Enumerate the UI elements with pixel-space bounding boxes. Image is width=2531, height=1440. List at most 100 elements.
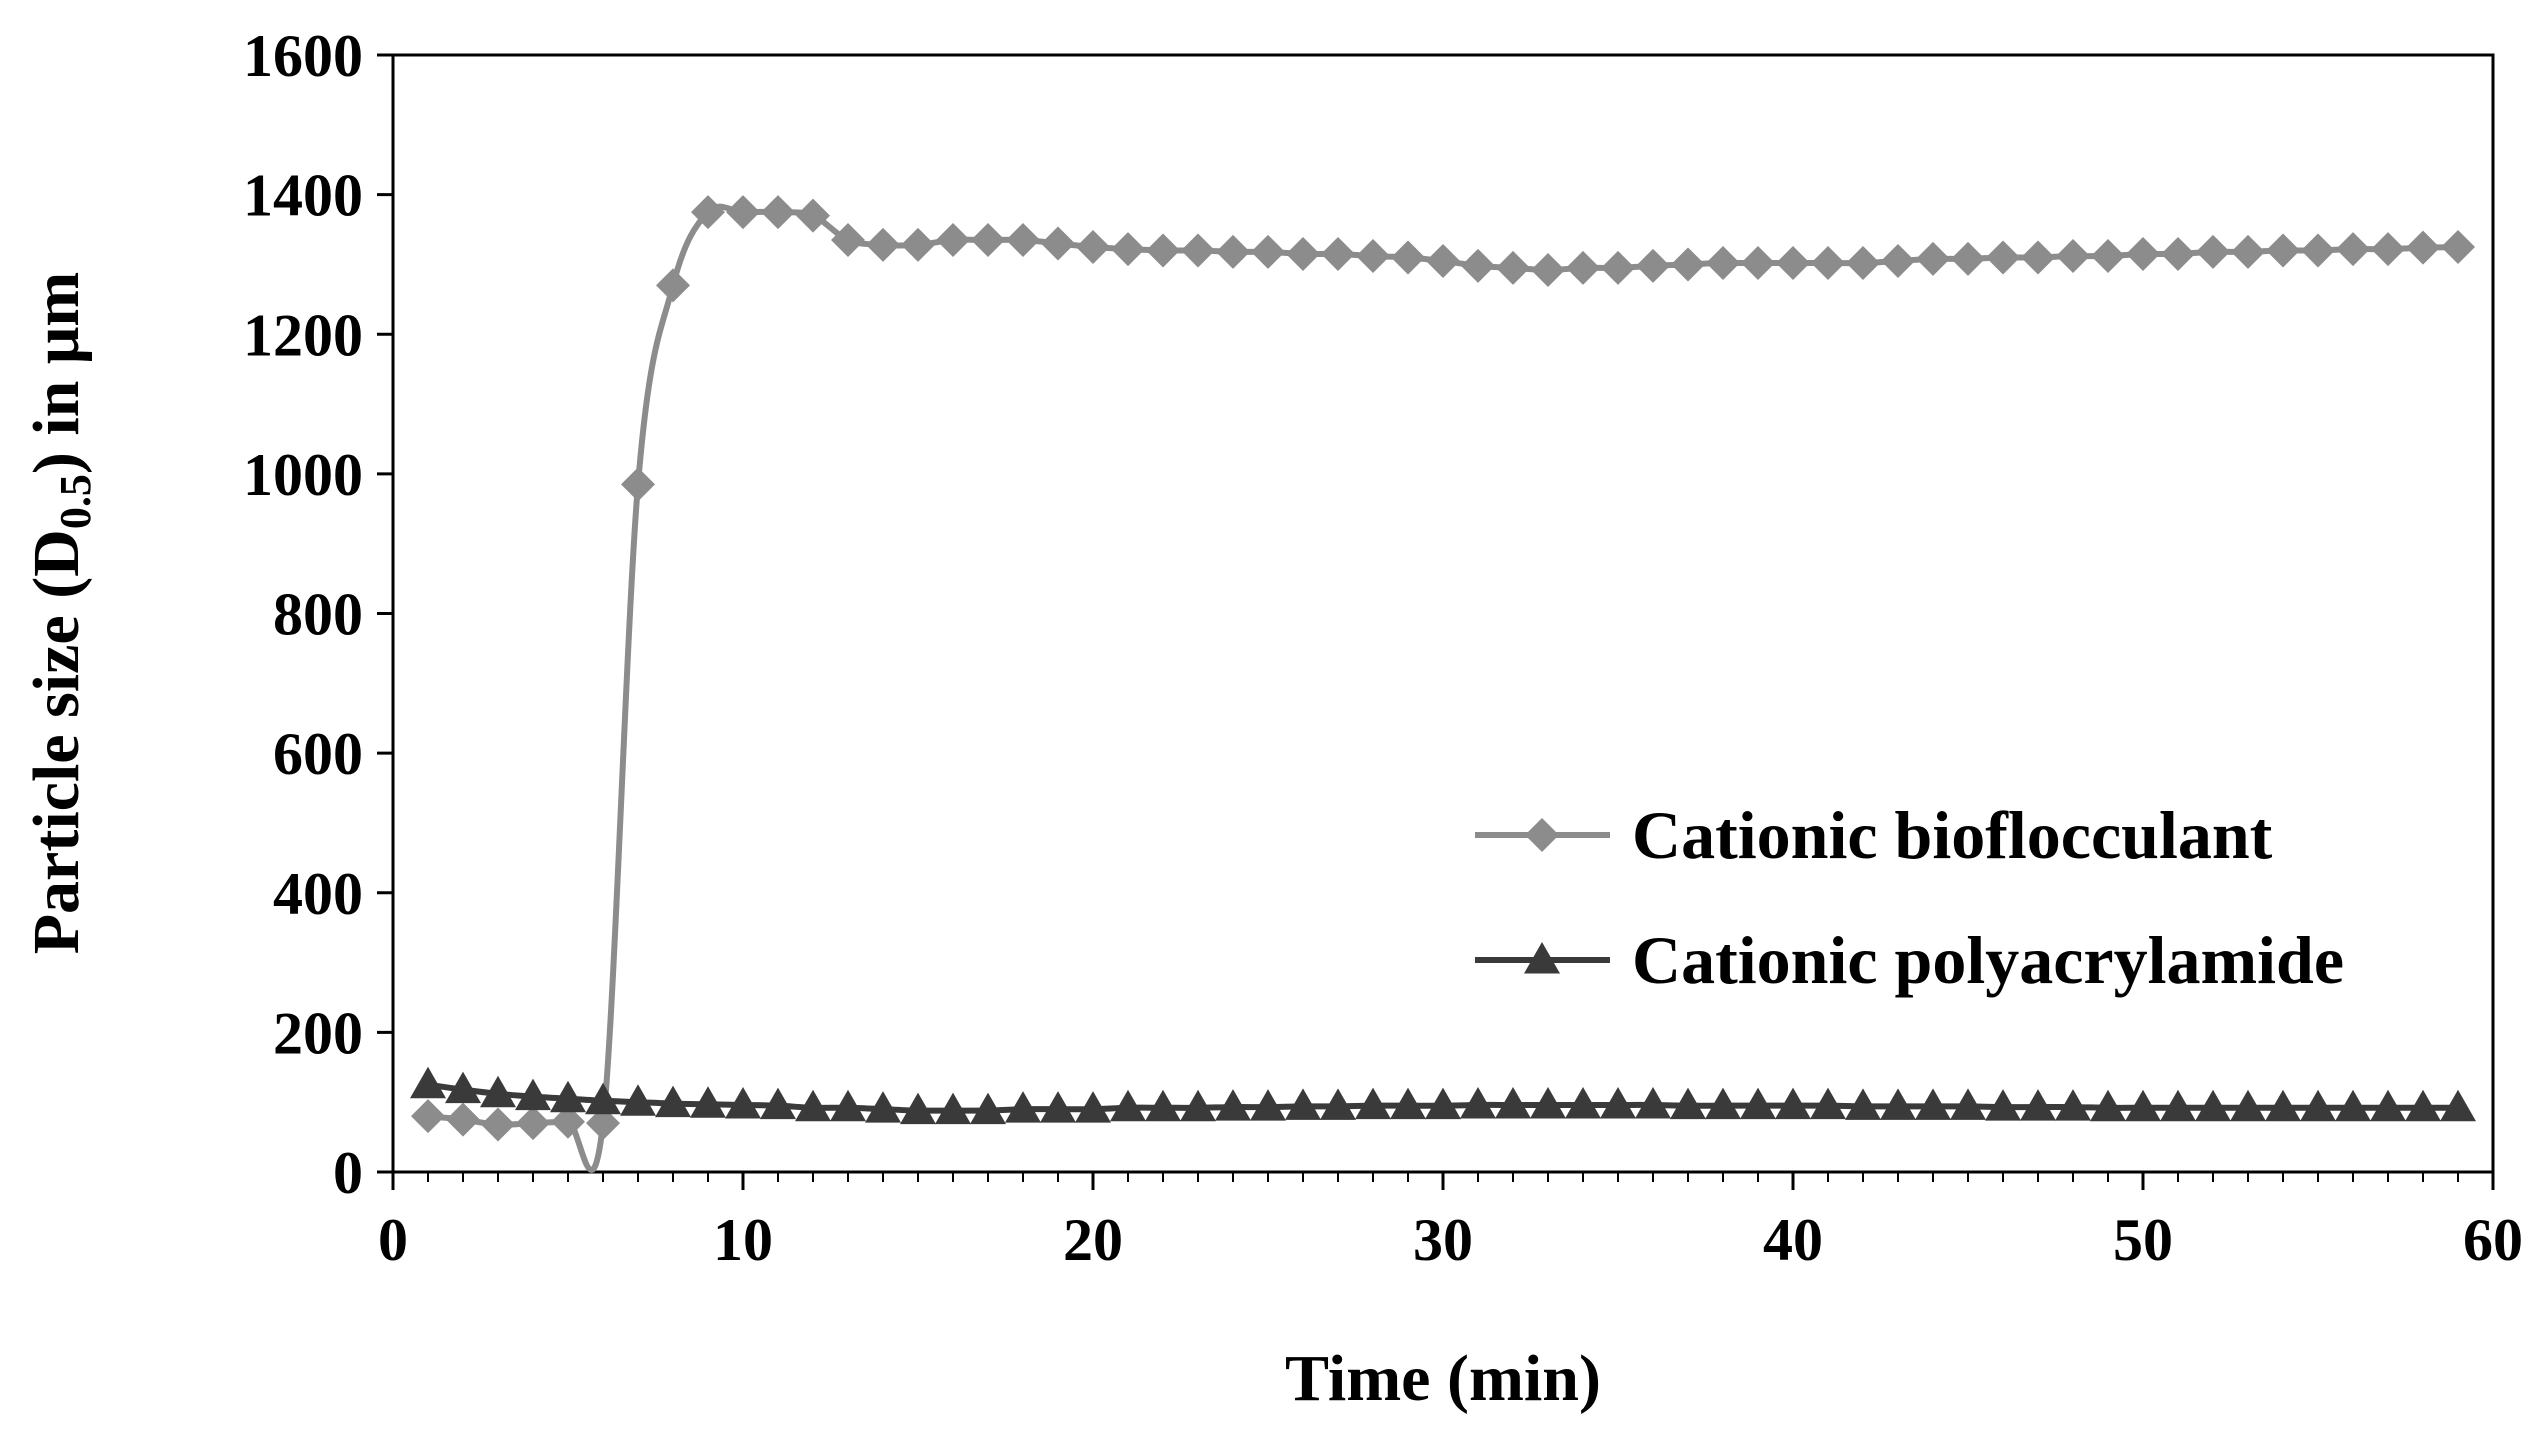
data-point <box>481 1107 515 1142</box>
data-point <box>2265 1089 2301 1122</box>
data-point <box>1005 1091 1041 1123</box>
legend: Cationic bioflocculant Cationic polyacryl… <box>1475 797 2344 998</box>
data-point <box>1145 1089 1181 1122</box>
y-tick-label: 1400 <box>243 163 363 229</box>
data-point <box>936 223 970 258</box>
y-axis-title: Particle size (D0.5) in μm <box>20 272 100 955</box>
data-point <box>830 1089 866 1122</box>
data-point <box>2126 236 2160 271</box>
data-point <box>831 223 865 258</box>
data-point <box>1636 248 1670 283</box>
data-point <box>1006 223 1040 258</box>
data-point <box>1285 1088 1321 1120</box>
data-point <box>1671 247 1705 282</box>
data-point <box>1425 1087 1461 1120</box>
data-point <box>446 1102 480 1137</box>
x-tick-label: 60 <box>2463 1207 2523 1273</box>
data-point <box>2230 1089 2266 1122</box>
data-point <box>971 223 1005 258</box>
data-point <box>796 198 830 233</box>
data-point <box>726 195 760 230</box>
data-point <box>1180 1089 1216 1122</box>
legend-item: Cationic bioflocculant <box>1475 797 2273 873</box>
legend-marker <box>1524 942 1560 974</box>
y-axis-title-subscript: 0.5 <box>51 474 100 529</box>
legend-item: Cationic polyacrylamide <box>1475 922 2344 998</box>
data-point <box>1356 239 1390 274</box>
data-point <box>586 1106 620 1141</box>
data-point <box>1565 1086 1601 1119</box>
data-point <box>725 1086 761 1119</box>
data-point <box>551 1104 585 1139</box>
data-point <box>2266 233 2300 268</box>
data-point <box>795 1089 831 1122</box>
data-point <box>1495 1086 1531 1119</box>
data-point <box>1740 1087 1776 1120</box>
data-point <box>445 1071 481 1104</box>
data-point <box>585 1082 621 1115</box>
data-point <box>866 227 900 262</box>
data-point <box>411 1099 445 1134</box>
y-tick-label: 400 <box>273 861 363 927</box>
data-point <box>621 467 655 502</box>
data-point <box>1601 250 1635 285</box>
data-point <box>2160 1089 2196 1122</box>
data-point <box>1600 1086 1636 1119</box>
data-point <box>1916 241 1950 276</box>
y-tick-label: 1000 <box>243 442 363 508</box>
y-axis-title-prefix: Particle size (D <box>20 529 93 954</box>
data-point <box>1530 1086 1566 1119</box>
x-tick-label: 0 <box>378 1207 408 1273</box>
data-point <box>1146 233 1180 268</box>
data-point <box>2195 1089 2231 1122</box>
data-point <box>1741 246 1775 281</box>
data-point <box>1670 1087 1706 1120</box>
data-point <box>1355 1087 1391 1120</box>
series-1 <box>410 1066 2476 1125</box>
data-point <box>1181 233 1215 268</box>
data-point <box>1076 229 1110 264</box>
data-point <box>2056 239 2090 274</box>
data-point <box>901 227 935 262</box>
y-axis-title-suffix: ) in μm <box>20 272 93 474</box>
data-point <box>1531 253 1565 288</box>
data-point <box>2406 230 2440 265</box>
data-point <box>1915 1088 1951 1120</box>
data-point <box>2335 1089 2371 1122</box>
data-point <box>656 268 690 303</box>
data-point <box>691 195 725 230</box>
data-point <box>515 1078 551 1111</box>
data-point <box>410 1066 446 1099</box>
data-point <box>935 1092 971 1125</box>
series-layer <box>410 195 2476 1173</box>
x-axis-title: Time (min) <box>1285 1342 1601 1415</box>
data-point <box>1215 1089 1251 1121</box>
y-tick-label: 600 <box>273 721 363 787</box>
data-point <box>1880 1088 1916 1120</box>
data-point <box>550 1080 586 1113</box>
data-point <box>1951 241 1985 276</box>
data-point <box>2161 236 2195 271</box>
data-point <box>2440 1089 2476 1122</box>
data-point <box>690 1086 726 1118</box>
y-tick-label: 1200 <box>243 302 363 368</box>
data-point <box>761 195 795 230</box>
data-point <box>2055 1089 2091 1121</box>
y-tick-label: 800 <box>273 582 363 648</box>
data-point <box>1811 246 1845 281</box>
series-0 <box>411 195 2475 1173</box>
x-axis-ticks: 0 10 20 30 40 50 60 <box>378 1172 2523 1273</box>
x-tick-label: 20 <box>1063 1207 1123 1273</box>
data-point <box>1775 1087 1811 1120</box>
x-tick-label: 10 <box>713 1207 773 1273</box>
data-point <box>970 1092 1006 1125</box>
data-point <box>1110 1089 1146 1122</box>
data-point <box>1041 226 1075 261</box>
y-axis-ticks: 0 200 400 600 800 1000 1200 1400 1600 <box>243 23 393 1206</box>
data-point <box>1566 250 1600 285</box>
data-point <box>480 1075 516 1108</box>
data-point <box>2090 1089 2126 1122</box>
data-point <box>2301 233 2335 268</box>
data-point <box>1950 1088 1986 1120</box>
